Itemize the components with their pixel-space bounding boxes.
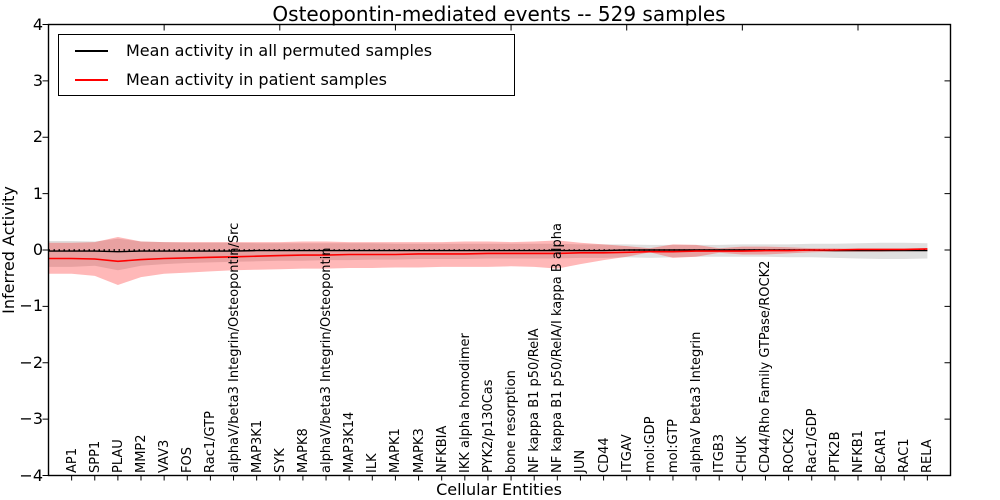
- y-tick-label: 0: [32, 240, 43, 259]
- x-tick-label: RAC1: [897, 438, 913, 473]
- x-tick-label: JUN: [573, 449, 589, 473]
- y-tick-label: −4: [19, 465, 43, 485]
- patient-sample-range-band: [48, 237, 928, 285]
- x-tick-label: SPP1: [87, 440, 103, 473]
- x-tick-label: Rac1/GDP: [804, 408, 820, 473]
- legend-label-permuted: Mean activity in all permuted samples: [126, 41, 433, 60]
- y-tick-label: −2: [19, 352, 43, 372]
- x-tick-label: MAPK8: [295, 428, 311, 473]
- x-tick-label: AP1: [64, 447, 80, 473]
- y-tick-label: −1: [19, 296, 43, 316]
- x-tick-label: alphaV beta3 Integrin: [689, 331, 705, 473]
- x-tick-label: CD44: [596, 437, 612, 473]
- patient-mean-line: [48, 248, 928, 263]
- x-tick-label: MAP3K1: [249, 419, 265, 473]
- x-tick-label: MMP2: [134, 434, 149, 473]
- y-tick-label: 1: [32, 183, 43, 203]
- x-tick-label: IKK alpha homodimer: [457, 333, 473, 473]
- x-tick-label: NF kappa B1 p50/RelA/I kappa B alpha: [550, 223, 566, 473]
- x-tick-label: ROCK2: [781, 427, 797, 473]
- x-tick-label: CD44/Rho Family GTPase/ROCK2: [758, 260, 774, 473]
- x-tick-label: mol:GTP: [665, 419, 681, 473]
- x-tick-label: BCAR1: [874, 429, 890, 473]
- x-tick-label: alphaV/beta3 Integrin/Osteopontin: [319, 247, 335, 473]
- x-tick-label: FOS: [180, 447, 196, 473]
- legend: Mean activity in all permuted samples Me…: [58, 34, 515, 96]
- x-tick-label: RELA: [920, 439, 936, 473]
- y-tick-label: 4: [32, 14, 43, 34]
- chart-title: Osteopontin-mediated events -- 529 sampl…: [272, 2, 726, 26]
- y-tick-label: 2: [32, 127, 43, 147]
- x-tick-label: MAPK1: [388, 428, 404, 473]
- x-tick-label: MAPK3: [411, 428, 427, 473]
- x-tick-label: PLAU: [110, 439, 126, 473]
- x-tick-label: Rac1/GTP: [203, 411, 219, 473]
- permuted-sample-range-band: [48, 238, 928, 271]
- x-tick-label: ITGB3: [712, 433, 728, 473]
- x-tick-label: MAP3K14: [342, 411, 358, 473]
- x-tick-label: bone resorption: [504, 370, 520, 473]
- patient-line-sample-icon: [75, 78, 108, 81]
- x-tick-label: NFKB1: [850, 430, 866, 473]
- x-tick-label: alphaV/beta3 Integrin/Osteopontin/Src: [226, 222, 242, 473]
- x-tick-label: NF kappa B1 p50/RelA: [527, 328, 543, 473]
- y-tick-label: 3: [32, 70, 43, 90]
- x-tick-label: SYK: [272, 448, 288, 473]
- legend-label-patient: Mean activity in patient samples: [126, 70, 387, 89]
- x-tick-label: CHUK: [735, 436, 751, 473]
- legend-item-patient: Mean activity in patient samples: [59, 65, 514, 94]
- legend-item-permuted: Mean activity in all permuted samples: [59, 36, 514, 65]
- permuted-line-sample-icon: [75, 49, 108, 52]
- x-tick-label: NFKBIA: [434, 425, 450, 473]
- x-tick-label: ILK: [365, 453, 381, 473]
- x-tick-label: PTK2B: [827, 431, 843, 474]
- x-tick-label: mol:GDP: [642, 416, 658, 473]
- x-axis-label: Cellular Entities: [436, 480, 562, 499]
- x-tick-label: VAV3: [157, 439, 173, 473]
- x-tick-label: ITGAV: [619, 434, 635, 473]
- y-tick-label: −3: [19, 409, 43, 429]
- x-tick-label: PYK2/p130Cas: [480, 379, 496, 473]
